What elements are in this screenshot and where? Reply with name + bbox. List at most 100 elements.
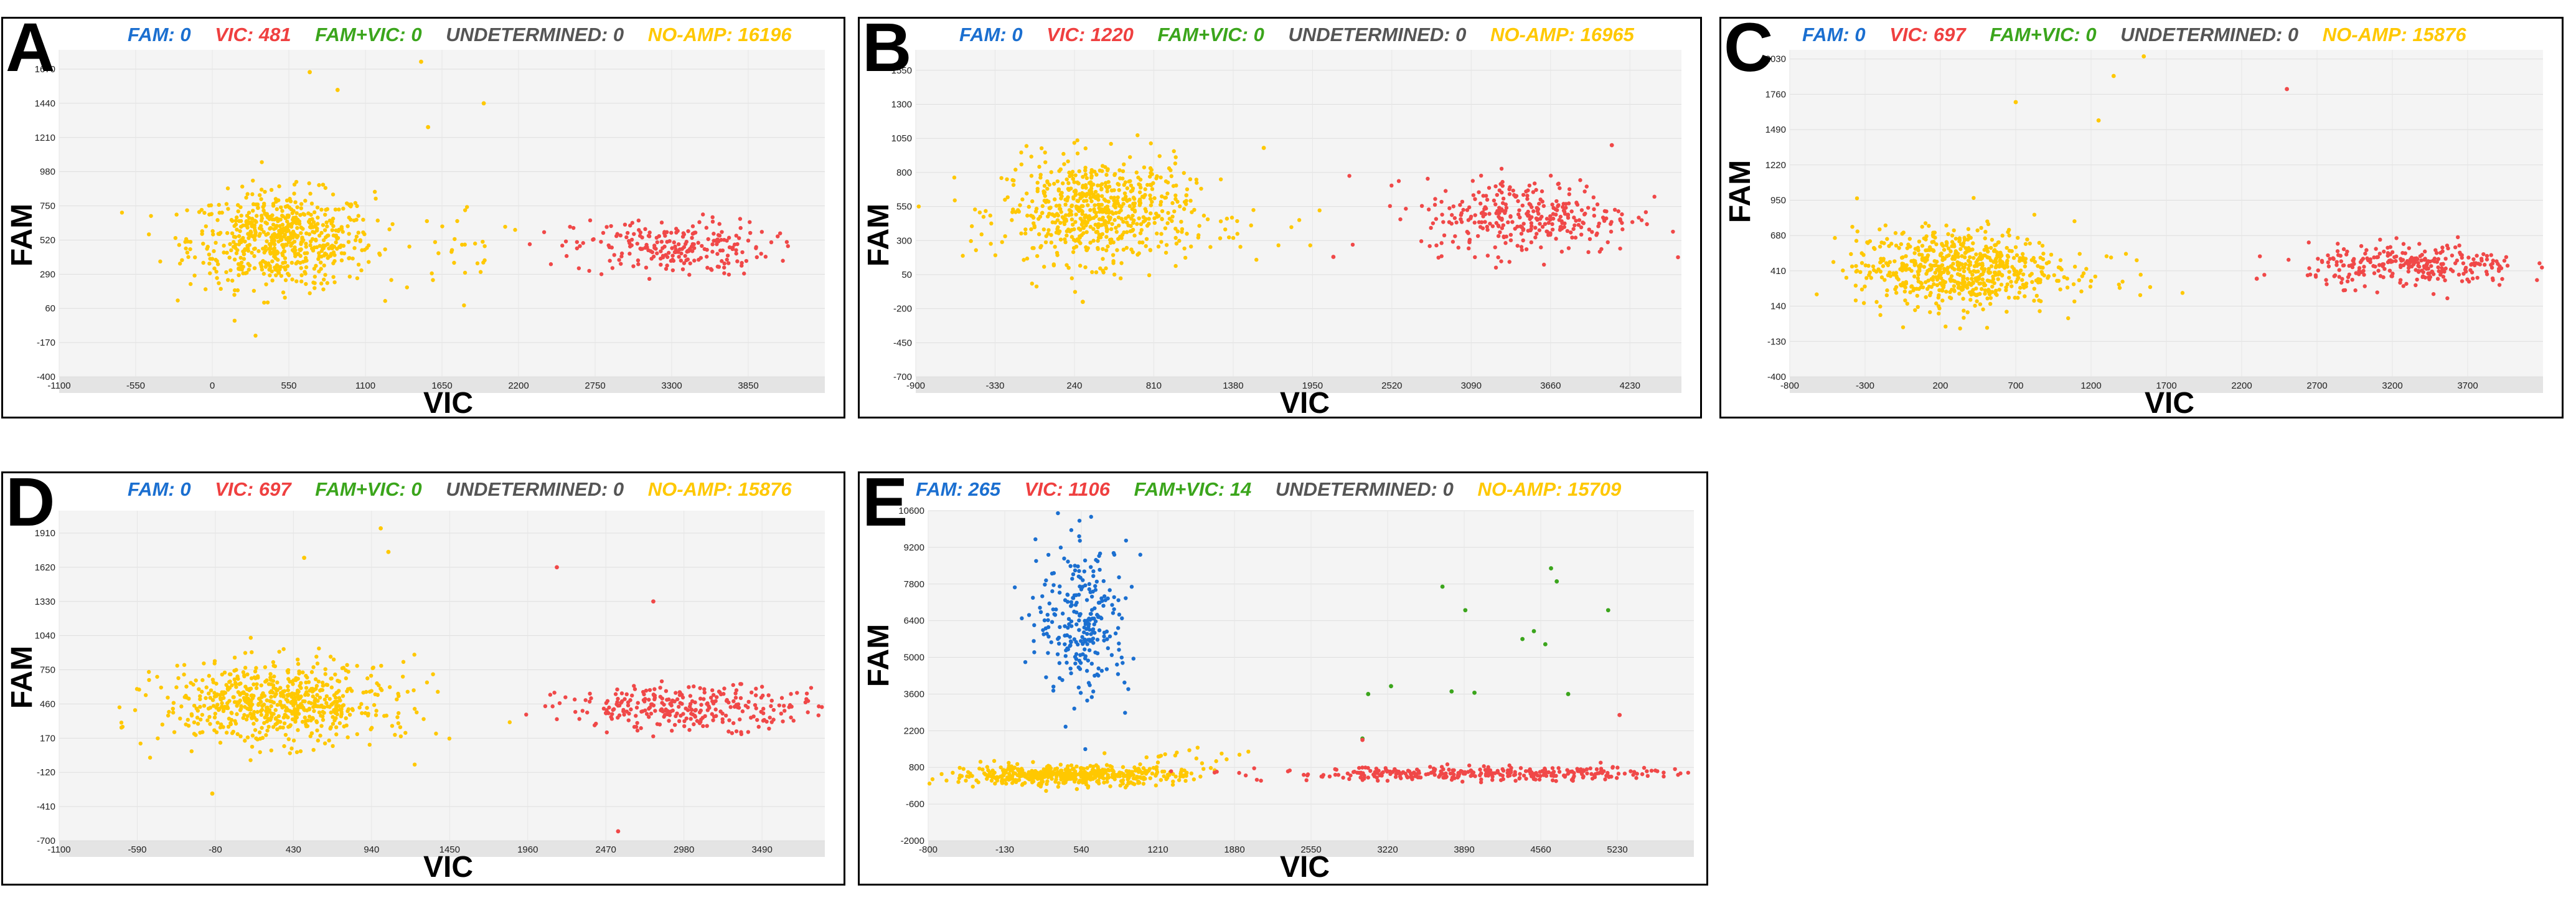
no-amp-point	[1911, 258, 1916, 263]
no-amp-point	[1147, 174, 1152, 179]
vic-point	[2347, 272, 2352, 277]
vic-point	[746, 705, 750, 710]
no-amp-point	[1854, 263, 1858, 268]
vic-point	[1538, 222, 1542, 226]
no-amp-point	[396, 711, 401, 716]
vic-point	[764, 719, 769, 724]
no-amp-point	[1137, 216, 1141, 220]
no-amp-point	[293, 695, 298, 700]
no-amp-point	[988, 213, 992, 218]
no-amp-point	[337, 696, 342, 700]
vic-point	[759, 684, 764, 689]
no-amp-point	[1235, 219, 1239, 224]
no-amp-point	[243, 699, 248, 704]
no-amp-point	[2056, 265, 2061, 270]
no-amp-point	[1039, 146, 1044, 151]
vic-point	[2457, 243, 2461, 248]
no-amp-point	[1121, 765, 1126, 769]
no-amp-point	[1887, 243, 1891, 248]
no-amp-point	[239, 260, 244, 265]
vic-point	[1495, 209, 1500, 214]
no-amp-point	[1012, 766, 1016, 770]
no-amp-point	[1993, 288, 1998, 293]
no-amp-point	[251, 234, 255, 239]
y-tick-label: -400	[1767, 372, 1786, 382]
no-amp-point	[1047, 182, 1051, 187]
vic-point	[2445, 296, 2450, 301]
x-tick-label: 550	[281, 381, 296, 391]
vic-point	[1572, 223, 1577, 228]
no-amp-point	[1013, 168, 1018, 172]
vic-point	[742, 272, 746, 276]
no-amp-point	[1088, 189, 1092, 193]
vic-point	[2334, 263, 2339, 267]
no-amp-point	[337, 721, 342, 726]
no-amp-point	[334, 240, 338, 245]
vic-point	[727, 718, 731, 722]
no-amp-point	[2005, 282, 2010, 286]
no-amp-point	[175, 663, 179, 668]
no-amp-point	[1138, 182, 1142, 187]
vic-point	[2362, 273, 2366, 277]
vic-point	[2490, 276, 2495, 281]
no-amp-point	[186, 717, 190, 722]
no-amp-point	[977, 766, 982, 771]
vic-point	[1609, 229, 1614, 234]
no-amp-point	[1841, 268, 1845, 273]
no-amp-point	[258, 696, 262, 701]
no-amp-point	[200, 689, 204, 694]
no-amp-point	[1035, 777, 1040, 781]
vic-point	[557, 701, 562, 706]
no-amp-point	[224, 270, 228, 275]
vic-point	[1511, 188, 1515, 193]
legend-vic-count: VIC: 1220	[1046, 24, 1134, 45]
no-amp-point	[1970, 277, 1974, 281]
vic-point	[1532, 181, 1537, 186]
fam-point	[1101, 579, 1106, 584]
no-amp-point	[270, 690, 275, 695]
no-amp-point	[1988, 296, 1993, 300]
vic-point	[2440, 268, 2445, 273]
x-tick-label: 1880	[1224, 844, 1244, 855]
vic-point	[1472, 220, 1477, 225]
no-amp-point	[2002, 265, 2007, 270]
vic-point	[2363, 252, 2367, 256]
no-amp-point	[1957, 285, 1962, 289]
vic-point	[692, 242, 696, 247]
no-amp-point	[314, 719, 319, 724]
no-amp-point	[1990, 264, 1994, 268]
vic-point	[1573, 235, 1578, 240]
vic-point	[715, 695, 719, 699]
vic-point	[2466, 255, 2471, 260]
fam-point	[1073, 661, 1078, 666]
no-amp-point	[1953, 237, 1958, 241]
vic-point	[609, 224, 613, 229]
no-amp-point	[1140, 240, 1145, 245]
no-amp-point	[243, 704, 247, 709]
no-amp-point	[245, 222, 250, 227]
no-amp-point	[1184, 193, 1188, 197]
no-amp-point	[1071, 245, 1076, 250]
no-amp-point	[270, 278, 275, 283]
no-amp-point	[1289, 225, 1294, 229]
vic-point	[732, 242, 737, 247]
no-amp-point	[1935, 283, 1940, 288]
no-amp-point	[1218, 236, 1223, 240]
y-axis-band	[1760, 50, 1790, 377]
y-tick-label: 460	[40, 699, 55, 709]
no-amp-point	[180, 258, 184, 262]
no-amp-point	[2071, 282, 2076, 286]
no-amp-point	[1238, 245, 1243, 249]
no-amp-point	[1223, 227, 1228, 232]
vic-point	[670, 246, 674, 250]
scatter-plot-c: -400-1301404106809501220149017602030-800…	[1760, 50, 2544, 393]
no-amp-point	[2007, 275, 2011, 280]
no-amp-point	[1123, 180, 1128, 184]
no-amp-point	[1182, 200, 1187, 204]
no-amp-point	[1056, 785, 1061, 789]
no-amp-point	[266, 724, 271, 729]
no-amp-point	[232, 293, 237, 297]
no-amp-point	[301, 238, 306, 243]
no-amp-point	[1015, 762, 1020, 767]
no-amp-point	[1093, 189, 1098, 194]
